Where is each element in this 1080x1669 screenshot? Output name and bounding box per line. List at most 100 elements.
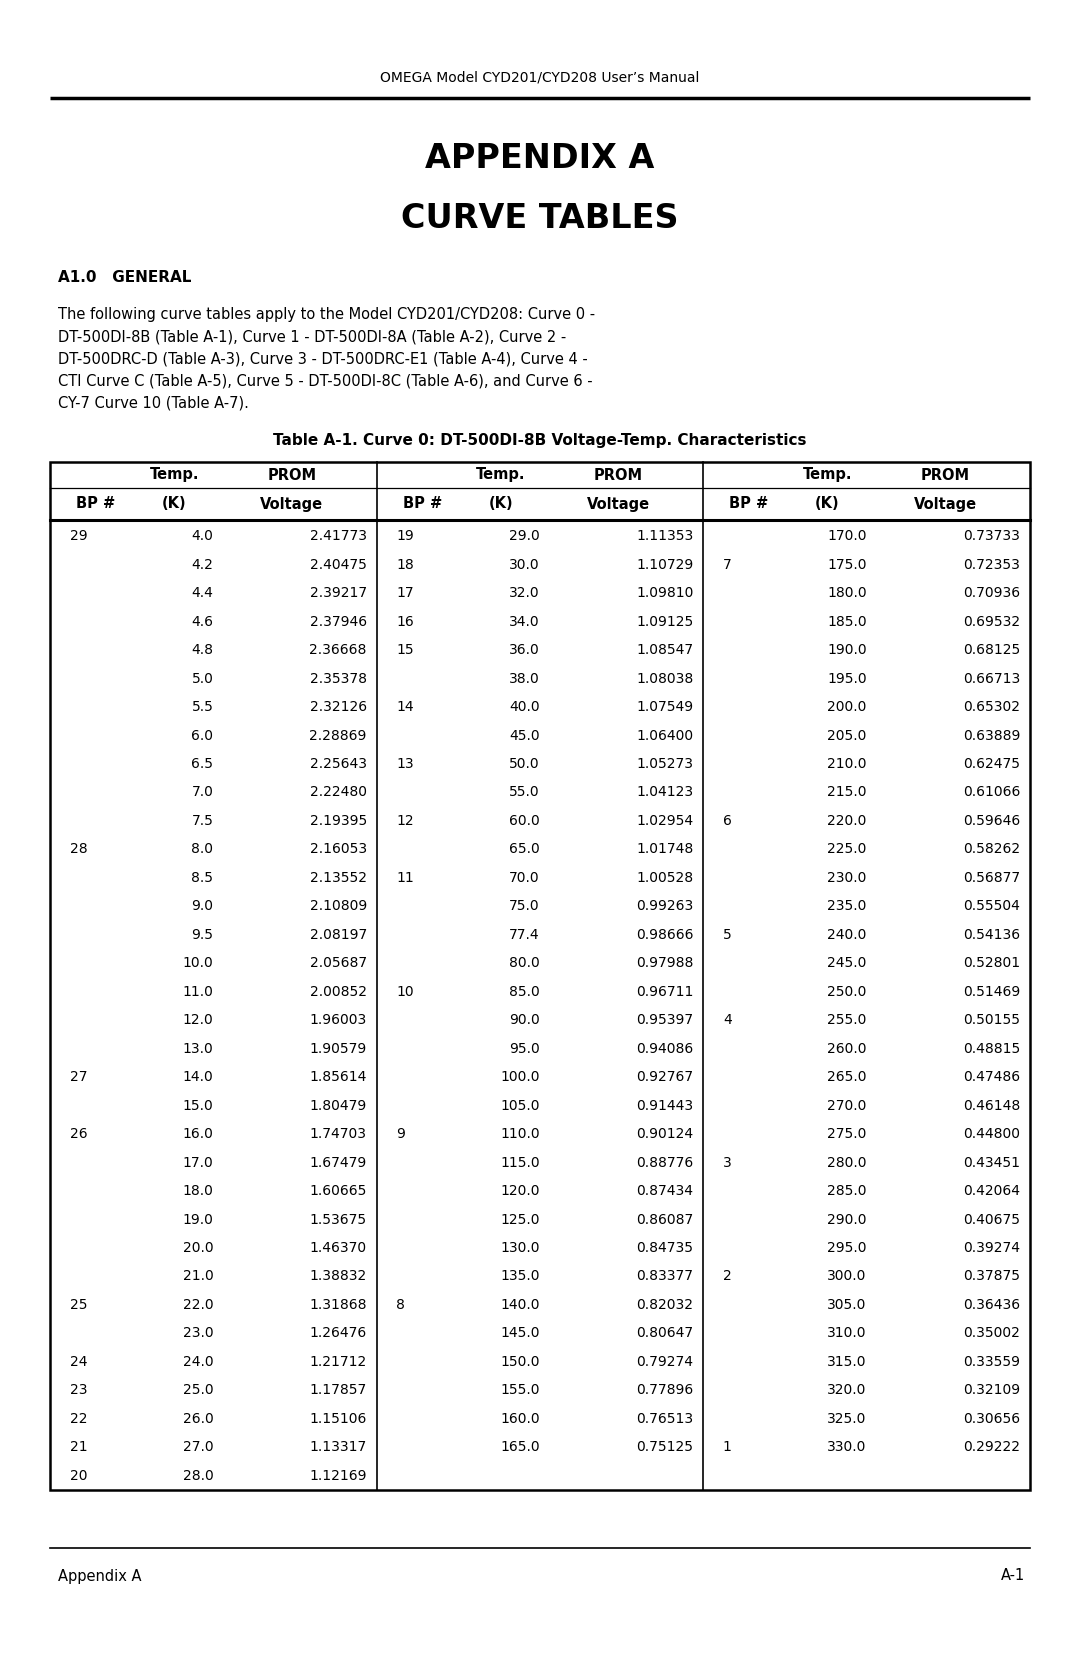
Text: 1.21712: 1.21712 — [310, 1355, 367, 1369]
Text: 0.92767: 0.92767 — [636, 1070, 693, 1085]
Text: 2.22480: 2.22480 — [310, 786, 367, 799]
Text: 180.0: 180.0 — [827, 586, 866, 601]
Text: 9.5: 9.5 — [191, 928, 214, 941]
Text: 325.0: 325.0 — [827, 1412, 866, 1425]
Text: 0.36436: 0.36436 — [963, 1298, 1021, 1312]
Text: 5.5: 5.5 — [191, 699, 214, 714]
Text: 165.0: 165.0 — [500, 1440, 540, 1454]
Text: 65.0: 65.0 — [510, 843, 540, 856]
Text: PROM: PROM — [267, 467, 316, 482]
Text: APPENDIX A: APPENDIX A — [426, 142, 654, 175]
Text: 60.0: 60.0 — [510, 814, 540, 828]
Text: 0.77896: 0.77896 — [636, 1384, 693, 1397]
Text: A1.0   GENERAL: A1.0 GENERAL — [58, 270, 191, 285]
Text: 0.99263: 0.99263 — [636, 900, 693, 913]
Text: 0.29222: 0.29222 — [963, 1440, 1021, 1454]
Text: 28: 28 — [69, 843, 87, 856]
Text: 0.96711: 0.96711 — [636, 985, 693, 998]
Text: 0.98666: 0.98666 — [636, 928, 693, 941]
Text: 280.0: 280.0 — [827, 1155, 866, 1170]
Text: 0.62475: 0.62475 — [963, 758, 1021, 771]
Text: 5: 5 — [723, 928, 731, 941]
Text: Table A-1. Curve 0: DT-500DI-8B Voltage-Temp. Characteristics: Table A-1. Curve 0: DT-500DI-8B Voltage-… — [273, 432, 807, 447]
Text: PROM: PROM — [594, 467, 643, 482]
Text: 245.0: 245.0 — [827, 956, 866, 970]
Text: 320.0: 320.0 — [827, 1384, 866, 1397]
Text: 250.0: 250.0 — [827, 985, 866, 998]
Text: 85.0: 85.0 — [510, 985, 540, 998]
Text: 21.0: 21.0 — [183, 1270, 214, 1283]
Text: DT-500DI-8B (Table A-1), Curve 1 - DT-500DI-8A (Table A-2), Curve 2 -: DT-500DI-8B (Table A-1), Curve 1 - DT-50… — [58, 329, 566, 344]
Text: 2: 2 — [723, 1270, 731, 1283]
Text: 330.0: 330.0 — [827, 1440, 866, 1454]
Text: 0.55504: 0.55504 — [963, 900, 1021, 913]
Text: 12: 12 — [396, 814, 414, 828]
Text: 155.0: 155.0 — [500, 1384, 540, 1397]
Text: 215.0: 215.0 — [827, 786, 866, 799]
Text: 28.0: 28.0 — [183, 1469, 214, 1482]
Text: 4: 4 — [723, 1013, 731, 1026]
Text: 2.41773: 2.41773 — [310, 529, 367, 542]
Text: 26.0: 26.0 — [183, 1412, 214, 1425]
Text: 38.0: 38.0 — [510, 671, 540, 686]
Text: 0.65302: 0.65302 — [963, 699, 1021, 714]
Text: 290.0: 290.0 — [827, 1213, 866, 1227]
Text: 115.0: 115.0 — [500, 1155, 540, 1170]
Text: DT-500DRC-D (Table A-3), Curve 3 - DT-500DRC-E1 (Table A-4), Curve 4 -: DT-500DRC-D (Table A-3), Curve 3 - DT-50… — [58, 352, 588, 367]
Text: 0.42064: 0.42064 — [963, 1183, 1021, 1198]
Text: Temp.: Temp. — [476, 467, 526, 482]
Text: 0.39274: 0.39274 — [963, 1242, 1021, 1255]
Text: 10.0: 10.0 — [183, 956, 214, 970]
Text: 11: 11 — [396, 871, 414, 885]
Text: 80.0: 80.0 — [510, 956, 540, 970]
Text: 105.0: 105.0 — [500, 1098, 540, 1113]
Text: 30.0: 30.0 — [510, 557, 540, 572]
Text: 1.09810: 1.09810 — [636, 586, 693, 601]
Text: 2.00852: 2.00852 — [310, 985, 367, 998]
Text: 29.0: 29.0 — [510, 529, 540, 542]
Text: 15: 15 — [396, 643, 414, 658]
Text: 4.6: 4.6 — [191, 614, 214, 629]
Text: (K): (K) — [815, 496, 840, 511]
Text: 0.79274: 0.79274 — [636, 1355, 693, 1369]
Text: 1.85614: 1.85614 — [310, 1070, 367, 1085]
Text: 275.0: 275.0 — [827, 1127, 866, 1142]
Text: 4.8: 4.8 — [191, 643, 214, 658]
Text: BP #: BP # — [729, 496, 769, 511]
Text: 0.84735: 0.84735 — [636, 1242, 693, 1255]
Text: 185.0: 185.0 — [827, 614, 866, 629]
Text: 175.0: 175.0 — [827, 557, 866, 572]
Text: 1.02954: 1.02954 — [636, 814, 693, 828]
Text: 4.4: 4.4 — [191, 586, 214, 601]
Text: 0.70936: 0.70936 — [963, 586, 1021, 601]
Text: 0.58262: 0.58262 — [963, 843, 1021, 856]
Text: 2.35378: 2.35378 — [310, 671, 367, 686]
Text: 0.97988: 0.97988 — [636, 956, 693, 970]
Text: 285.0: 285.0 — [827, 1183, 866, 1198]
Text: 195.0: 195.0 — [827, 671, 866, 686]
Text: 0.32109: 0.32109 — [963, 1384, 1021, 1397]
Text: 2.32126: 2.32126 — [310, 699, 367, 714]
Text: 0.86087: 0.86087 — [636, 1213, 693, 1227]
Text: 265.0: 265.0 — [827, 1070, 866, 1085]
Text: 300.0: 300.0 — [827, 1270, 866, 1283]
Text: OMEGA Model CYD201/CYD208 User’s Manual: OMEGA Model CYD201/CYD208 User’s Manual — [380, 72, 700, 85]
Text: 17: 17 — [396, 586, 414, 601]
Text: 1.13317: 1.13317 — [310, 1440, 367, 1454]
Bar — [50, 462, 1030, 1490]
Text: 170.0: 170.0 — [827, 529, 866, 542]
Text: 2.08197: 2.08197 — [310, 928, 367, 941]
Text: 29: 29 — [69, 529, 87, 542]
Text: 100.0: 100.0 — [500, 1070, 540, 1085]
Text: 310.0: 310.0 — [827, 1327, 866, 1340]
Text: 0.61066: 0.61066 — [963, 786, 1021, 799]
Text: 70.0: 70.0 — [510, 871, 540, 885]
Text: 0.88776: 0.88776 — [636, 1155, 693, 1170]
Text: 0.91443: 0.91443 — [636, 1098, 693, 1113]
Text: 1.46370: 1.46370 — [310, 1242, 367, 1255]
Text: CY-7 Curve 10 (Table A-7).: CY-7 Curve 10 (Table A-7). — [58, 396, 248, 411]
Text: 16.0: 16.0 — [183, 1127, 214, 1142]
Text: 0.50155: 0.50155 — [963, 1013, 1021, 1026]
Text: 0.83377: 0.83377 — [636, 1270, 693, 1283]
Text: 2.05687: 2.05687 — [310, 956, 367, 970]
